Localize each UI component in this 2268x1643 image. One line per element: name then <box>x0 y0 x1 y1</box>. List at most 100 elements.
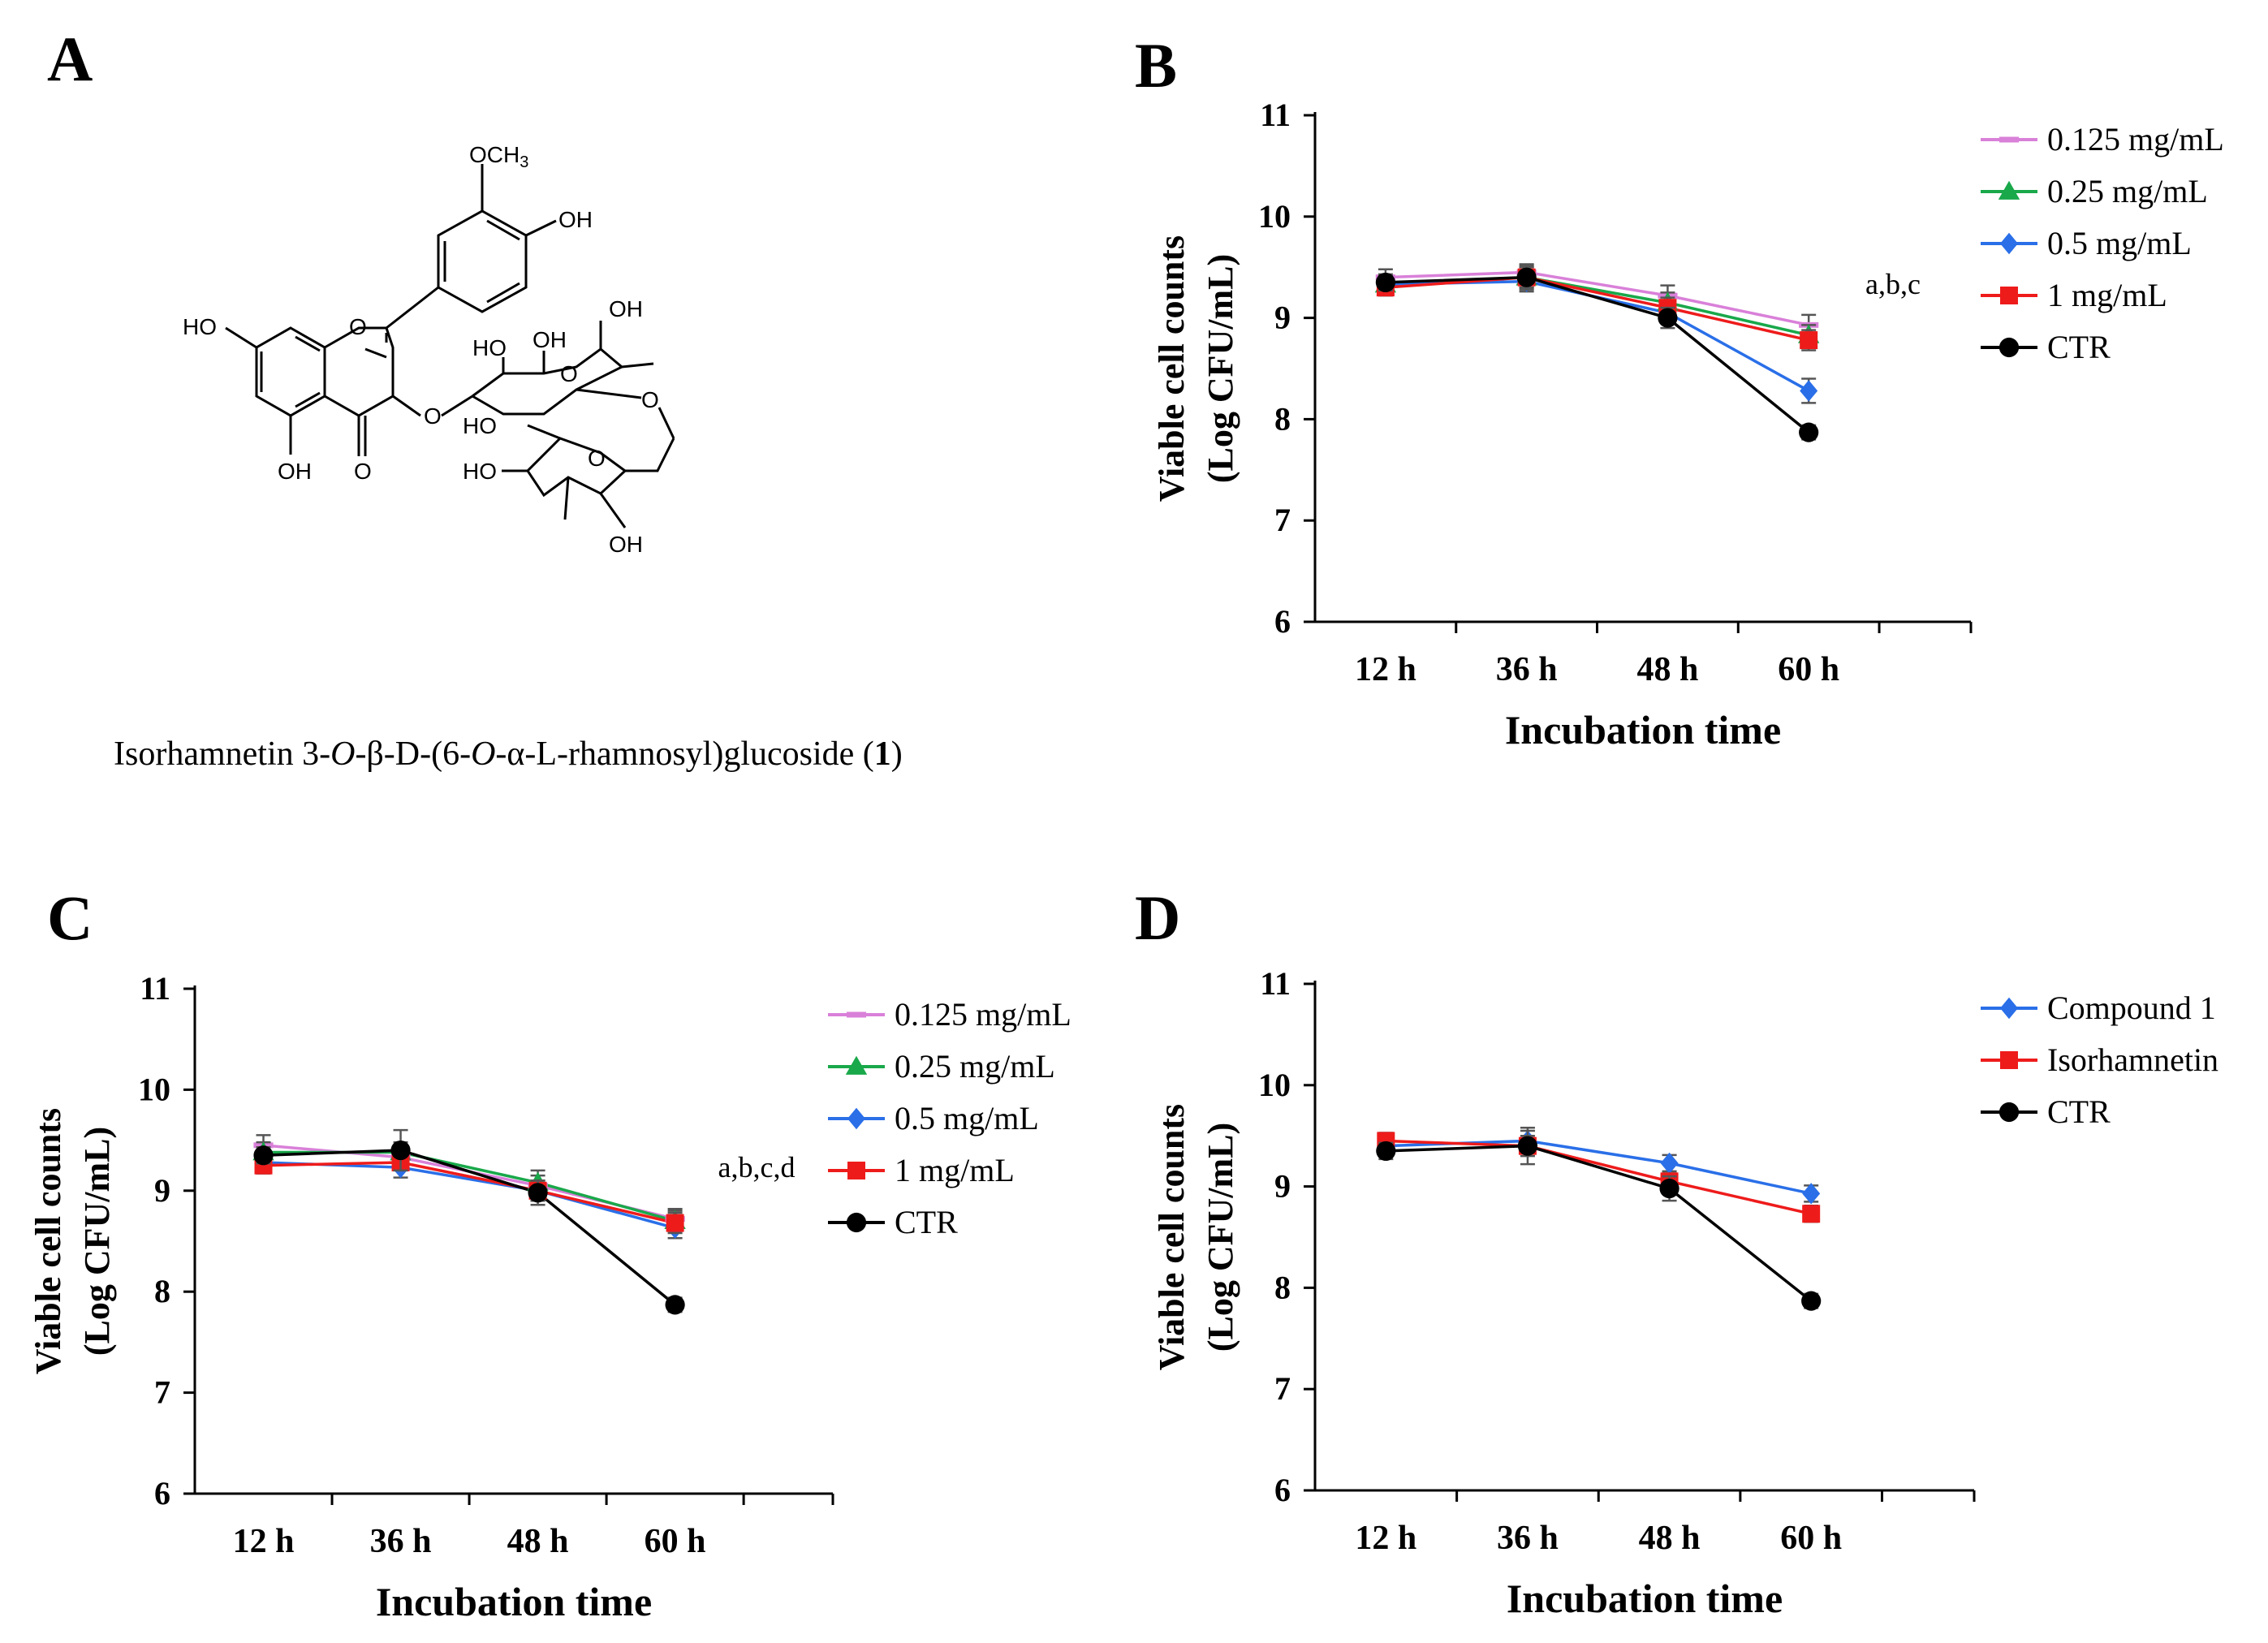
legend-marker <box>2000 232 2018 255</box>
legend-label: 1 mg/mL <box>895 1152 1015 1188</box>
data-point <box>1376 1141 1396 1162</box>
series-line <box>1386 1144 1813 1302</box>
mol-label-oh-4prime: OH <box>558 207 593 232</box>
data-point <box>1799 422 1819 442</box>
legend-label: CTR <box>2047 1093 2111 1130</box>
mol-label-glc-ho-b: HO <box>472 335 507 360</box>
series-line <box>1385 275 1809 342</box>
data-point <box>1375 272 1395 293</box>
legend-label: 0.25 mg/mL <box>895 1048 1055 1085</box>
y-tick-label: 9 <box>1274 300 1291 336</box>
mol-label-rha-ho-a: HO <box>463 413 497 438</box>
y-tick-label: 7 <box>1274 502 1291 538</box>
mol-label-carbonyl-o: O <box>354 459 372 484</box>
y-tick-label: 7 <box>154 1374 170 1411</box>
y-axis-subtitle: (Log CFU/mL) <box>77 1127 117 1356</box>
y-tick-label: 10 <box>138 1071 170 1107</box>
data-point <box>528 1183 548 1203</box>
legend-marker <box>1999 337 2020 358</box>
mol-label-rha-ho-b: HO <box>463 459 497 484</box>
legend-label: CTR <box>2047 329 2111 365</box>
compound-caption: Isorhamnetin 3-O-β-D-(6-O-α-L-rhamnosyl)… <box>114 735 903 773</box>
y-tick-label: 9 <box>1274 1168 1291 1205</box>
x-tick-label: 12 h <box>1355 651 1416 688</box>
legend-label: 0.125 mg/mL <box>895 996 1071 1033</box>
legend-label: Compound 1 <box>2047 990 2216 1026</box>
legend-label: Isorhamnetin <box>2047 1041 2218 1078</box>
legend-label: CTR <box>895 1204 958 1240</box>
mol-label-rha-ring-o: O <box>588 446 606 471</box>
series-line <box>263 1161 676 1225</box>
chart-b: 6 7 8 9 10 11 12 h 36 h 48 h 60 h Incubation time V… <box>1152 97 2224 753</box>
x-tick-label: 48 h <box>1639 1520 1701 1557</box>
data-point <box>1660 1152 1679 1175</box>
series-line <box>1385 275 1810 433</box>
significance-annotation: a,b,c,d <box>718 1151 796 1184</box>
y-tick-label: 8 <box>1274 400 1291 437</box>
y-tick-label: 11 <box>140 970 170 1007</box>
x-axis-title: Incubation time <box>1505 707 1781 753</box>
legend-marker <box>845 1055 868 1075</box>
y-tick-label: 8 <box>1274 1269 1291 1305</box>
x-tick-label: 60 h <box>1778 651 1839 688</box>
series-line <box>1386 1139 1812 1216</box>
chart-d: 6 7 8 9 10 11 12 h 36 h 48 h 60 h Incubation time V… <box>1152 965 2218 1621</box>
legend-marker <box>2000 1051 2018 1069</box>
data-point <box>253 1145 274 1166</box>
x-tick-label: 12 h <box>233 1523 295 1560</box>
y-tick-label: 7 <box>1274 1370 1291 1407</box>
mol-label-glc-ring-o: O <box>560 361 578 386</box>
mol-label-oh-5: OH <box>278 459 312 484</box>
y-tick-label: 11 <box>1260 97 1291 133</box>
y-tick-label: 10 <box>1258 1067 1291 1103</box>
data-point <box>1800 380 1818 402</box>
mol-label-glc-oh-c: OH <box>609 296 643 321</box>
y-axis-title: Viable cell counts <box>28 1108 68 1374</box>
mol-label-link-o-6: O <box>641 387 659 412</box>
mol-label-glc-oh-a: OH <box>533 327 567 352</box>
data-point <box>1802 1205 1821 1223</box>
legend-label: 0.5 mg/mL <box>2047 225 2192 261</box>
data-point <box>1516 267 1537 287</box>
y-tick-label: 6 <box>154 1475 170 1511</box>
y-axis-subtitle: (Log CFU/mL) <box>1201 1123 1240 1352</box>
legend-label: 0.25 mg/mL <box>2047 173 2208 209</box>
legend-marker <box>846 1212 867 1233</box>
legend-label: 0.125 mg/mL <box>2047 121 2224 157</box>
x-tick-label: 48 h <box>1636 651 1698 688</box>
y-tick-label: 10 <box>1258 198 1291 235</box>
panel-label-b: B <box>1135 30 1178 101</box>
legend-label: 0.5 mg/mL <box>895 1100 1039 1136</box>
x-axis-title: Incubation time <box>376 1579 652 1624</box>
data-point <box>665 1295 685 1315</box>
legend-marker <box>846 1011 867 1018</box>
series-line <box>263 1149 676 1306</box>
x-tick-label: 36 h <box>1497 1520 1559 1557</box>
legend-marker <box>2000 997 2018 1020</box>
mol-label-rha-oh-c: OH <box>609 532 643 557</box>
legend-label: 1 mg/mL <box>2047 277 2167 313</box>
panel-label-a: A <box>47 24 93 94</box>
significance-annotation: a,b,c <box>1865 268 1921 300</box>
x-tick-label: 60 h <box>1780 1520 1842 1557</box>
legend-marker <box>2000 287 2018 304</box>
data-point <box>666 1214 684 1232</box>
chemical-structure: OCH3 OH HO O OH O O OH HO OH O O O HO HO… <box>183 142 675 557</box>
x-tick-label: 48 h <box>507 1523 569 1560</box>
data-point <box>1802 1183 1821 1205</box>
x-tick-label: 12 h <box>1355 1520 1416 1557</box>
y-tick-label: 11 <box>1260 965 1291 1002</box>
y-tick-label: 9 <box>154 1172 170 1209</box>
legend-marker <box>1999 136 2020 143</box>
data-point <box>1659 1178 1679 1199</box>
y-axis-subtitle: (Log CFU/mL) <box>1201 254 1240 483</box>
x-tick-label: 36 h <box>370 1523 432 1560</box>
legend-marker <box>847 1162 865 1179</box>
panel-label-c: C <box>47 882 93 953</box>
mol-label-ho-7: HO <box>183 314 217 339</box>
series-line <box>1385 270 1809 327</box>
data-point <box>390 1140 411 1161</box>
data-point <box>1800 331 1818 350</box>
x-tick-label: 36 h <box>1496 651 1558 688</box>
y-tick-label: 8 <box>154 1273 170 1309</box>
